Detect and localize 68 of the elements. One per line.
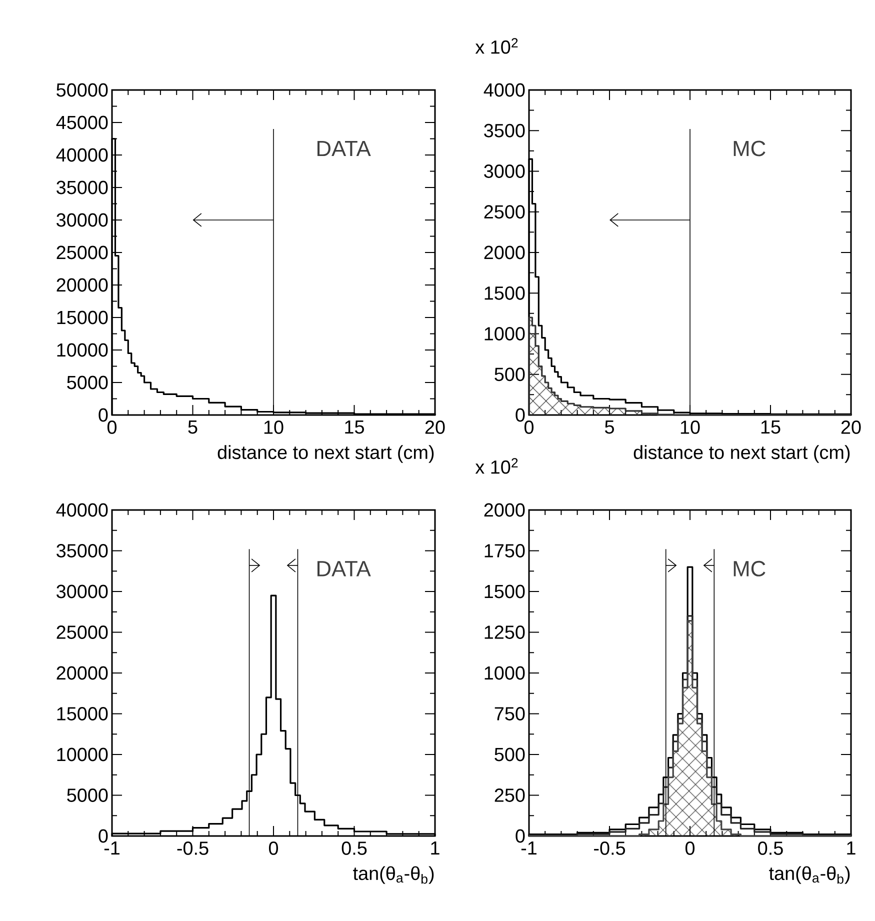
- y-tick-label: 3000: [484, 164, 525, 178]
- y-tick-label: 15000: [57, 707, 108, 720]
- text: x 10$^{2}$: [475, 38, 518, 54]
- y-tick-label: 250: [494, 788, 525, 802]
- x-tick-label: 5: [188, 420, 198, 434]
- x-tick-label: -0.5: [177, 842, 208, 855]
- y-tick-label: 500: [494, 748, 525, 762]
- y-tick-label: 0: [98, 829, 108, 843]
- x-tick-label: 5: [604, 420, 614, 434]
- x-axis-title: distance to next start (cm): [634, 445, 850, 463]
- y-tick-label: 15000: [57, 310, 108, 324]
- y-tick-label: 1500: [484, 286, 525, 300]
- annotation: MC: [734, 140, 766, 156]
- y-tick-label: 2000: [484, 246, 525, 260]
- x-axis-title: tan(θ$_{a}$-θ$_{b}$): [353, 866, 434, 884]
- y-tick-label: 20000: [56, 278, 108, 292]
- y-tick-label: 5000: [67, 376, 108, 390]
- y-tick-label: 1000: [484, 666, 525, 680]
- y-tick-label: 750: [494, 707, 525, 720]
- y-tick-label: 30000: [56, 213, 108, 227]
- x-tick-label: 0: [685, 842, 695, 855]
- x-axis-title: distance to next start (cm): [218, 445, 434, 463]
- x-tick-label: 15: [761, 420, 780, 434]
- y-tick-label: 20000: [56, 666, 108, 680]
- annotation: DATA: [317, 561, 371, 576]
- y-tick-label: 0: [516, 408, 525, 422]
- y-tick-label: 35000: [56, 180, 108, 194]
- annotation: MC: [734, 560, 766, 576]
- x-tick-label: 20: [841, 420, 861, 434]
- y-tick-label: 500: [494, 368, 525, 382]
- y-tick-label: 10000: [57, 748, 108, 762]
- y-tick-label: 10000: [57, 343, 108, 357]
- y-tick-label: 1250: [484, 626, 525, 639]
- y-tick-label: 1500: [484, 584, 525, 598]
- x-tick-label: -1: [104, 842, 120, 855]
- y-tick-label: 1750: [484, 544, 525, 558]
- y-tick-label: 45000: [56, 116, 108, 130]
- y-tick-label: 2000: [484, 503, 525, 517]
- y-tick-label: 1000: [484, 327, 525, 340]
- x-tick-label: -1: [521, 842, 536, 855]
- x-tick-label: 0: [524, 420, 534, 434]
- x-tick-label: 10: [264, 420, 284, 434]
- y-tick-label: 4000: [484, 83, 525, 97]
- x-tick-label: 20: [425, 420, 445, 434]
- y-tick-label: 2500: [484, 205, 525, 219]
- y-tick-label: 5000: [67, 788, 108, 802]
- annotation: DATA: [317, 140, 371, 156]
- y-tick-label: 50000: [56, 83, 108, 97]
- text: x 10$^{2}$: [475, 458, 518, 474]
- y-tick-label: 30000: [56, 584, 108, 598]
- x-tick-label: 1: [431, 842, 440, 855]
- y-tick-label: 40000: [56, 148, 108, 162]
- y-tick-label: 25000: [56, 246, 108, 260]
- x-tick-label: 0: [268, 842, 278, 855]
- x-tick-label: 1: [847, 842, 856, 855]
- y-tick-label: 35000: [56, 544, 108, 558]
- y-tick-label: 40000: [56, 503, 108, 517]
- x-axis-title: tan(θ$_{a}$-θ$_{b}$): [769, 866, 850, 884]
- y-tick-label: 3500: [484, 124, 525, 138]
- y-tick-label: 0: [516, 829, 525, 843]
- y-tick-label: 25000: [56, 626, 108, 639]
- x-tick-label: 15: [345, 420, 364, 434]
- y-tick-label: 0: [98, 408, 108, 422]
- x-tick-label: 10: [680, 420, 700, 434]
- x-tick-label: 0.5: [758, 842, 783, 855]
- x-tick-label: 0.5: [342, 842, 367, 855]
- x-tick-label: -0.5: [594, 842, 626, 855]
- x-tick-label: 0: [107, 420, 117, 434]
